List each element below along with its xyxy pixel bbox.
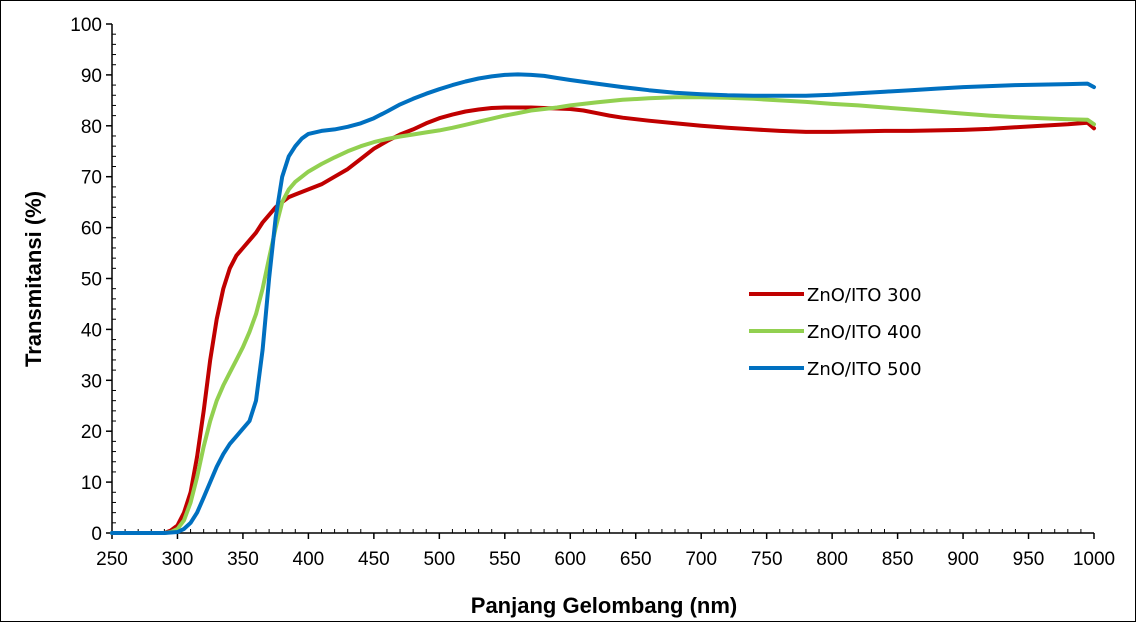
x-tick-label: 750 — [751, 549, 783, 570]
x-tick-label: 800 — [816, 549, 848, 570]
legend-label-2: ZnO/ITO 400 — [807, 322, 922, 343]
x-tick-label: 400 — [293, 549, 325, 570]
x-tick-label: 850 — [882, 549, 914, 570]
x-tick-label: 900 — [947, 549, 979, 570]
y-tick-label: 100 — [70, 15, 102, 36]
x-tick-label: 1000 — [1073, 549, 1115, 570]
x-tick-label: 550 — [489, 549, 521, 570]
y-tick-label: 10 — [81, 473, 102, 494]
series-line-1 — [110, 105, 1096, 535]
x-tick-label: 600 — [554, 549, 586, 570]
y-tick-label: 20 — [81, 422, 102, 443]
y-axis-title: Transmitansi (%) — [21, 191, 46, 367]
y-tick-label: 60 — [81, 219, 102, 240]
y-tick-label: 40 — [81, 320, 102, 341]
y-tick-label: 80 — [81, 117, 102, 138]
y-tick-label: 90 — [81, 66, 102, 87]
x-tick-label: 450 — [358, 549, 390, 570]
legend-label-3: ZnO/ITO 500 — [807, 359, 922, 380]
legend: ZnO/ITO 300 ZnO/ITO 400 ZnO/ITO 500 — [749, 285, 922, 380]
y-tick-label: 30 — [81, 371, 102, 392]
x-tick-label: 650 — [620, 549, 652, 570]
x-tick-label: 250 — [96, 549, 128, 570]
y-tick-label: 70 — [81, 168, 102, 189]
x-tick-label: 950 — [1013, 549, 1045, 570]
series-line-2 — [110, 95, 1096, 535]
x-tick-label: 350 — [227, 549, 259, 570]
tick-labels: 0 10 20 30 40 50 60 70 80 90 100 250 300 350 400 450 500… — [70, 15, 1115, 570]
x-axis-title: Panjang Gelombang (nm) — [471, 593, 737, 618]
series-layer — [110, 72, 1096, 535]
y-tick-label: 0 — [91, 524, 102, 545]
legend-label-1: ZnO/ITO 300 — [807, 285, 922, 306]
y-tick-label: 50 — [81, 270, 102, 291]
axes — [106, 23, 1095, 539]
x-tick-label: 700 — [685, 549, 717, 570]
series-line-3 — [110, 72, 1096, 535]
x-tick-label: 300 — [162, 549, 194, 570]
x-tick-label: 500 — [423, 549, 455, 570]
